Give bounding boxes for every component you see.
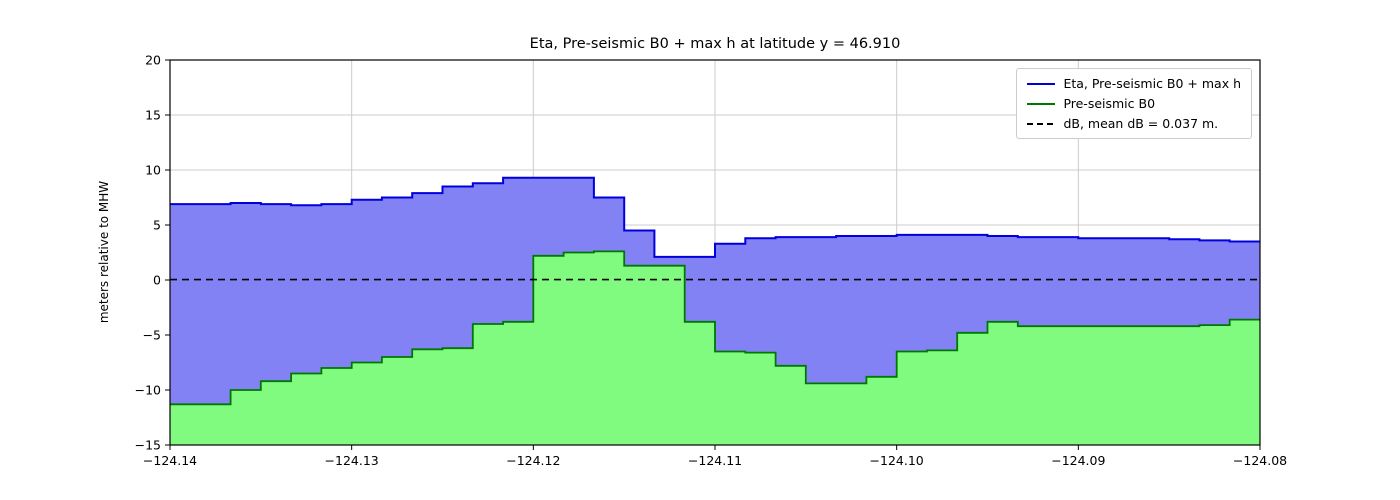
legend-line-sample — [1027, 123, 1056, 125]
legend-label: Pre-seismic B0 — [1063, 96, 1156, 111]
x-tick-label: −124.14 — [143, 453, 197, 468]
legend-line-sample — [1027, 83, 1056, 85]
legend-line-sample — [1027, 103, 1056, 105]
legend-label: Eta, Pre-seismic B0 + max h — [1063, 76, 1241, 91]
chart-title: Eta, Pre-seismic B0 + max h at latitude … — [529, 36, 901, 52]
x-tick-label: −124.10 — [870, 453, 924, 468]
series-line — [170, 176, 1260, 258]
y-tick-label: −15 — [135, 438, 161, 453]
legend-item: Eta, Pre-seismic B0 + max h — [1027, 76, 1241, 91]
legend-item: dB, mean dB = 0.037 m. — [1027, 116, 1241, 131]
y-tick-label: 20 — [145, 53, 161, 68]
y-tick-label: −5 — [143, 328, 161, 343]
legend: Eta, Pre-seismic B0 + max h Pre-seismic B… — [1016, 68, 1252, 139]
x-tick-label: −124.12 — [506, 453, 560, 468]
y-tick-label: 5 — [153, 218, 161, 233]
legend-label: dB, mean dB = 0.037 m. — [1063, 116, 1219, 131]
x-tick-label: −124.09 — [1051, 453, 1105, 468]
y-axis-label: meters relative to MHW — [97, 180, 111, 324]
y-tick-label: 0 — [153, 273, 161, 288]
y-tick-label: 10 — [145, 163, 161, 178]
y-tick-label: 15 — [145, 108, 161, 123]
series-line — [170, 250, 1260, 406]
x-tick-label: −124.13 — [325, 453, 379, 468]
x-tick-label: −124.08 — [1233, 453, 1287, 468]
x-tick-label: −124.11 — [688, 453, 742, 468]
legend-item: Pre-seismic B0 — [1027, 96, 1241, 111]
y-tick-label: −10 — [135, 383, 161, 398]
